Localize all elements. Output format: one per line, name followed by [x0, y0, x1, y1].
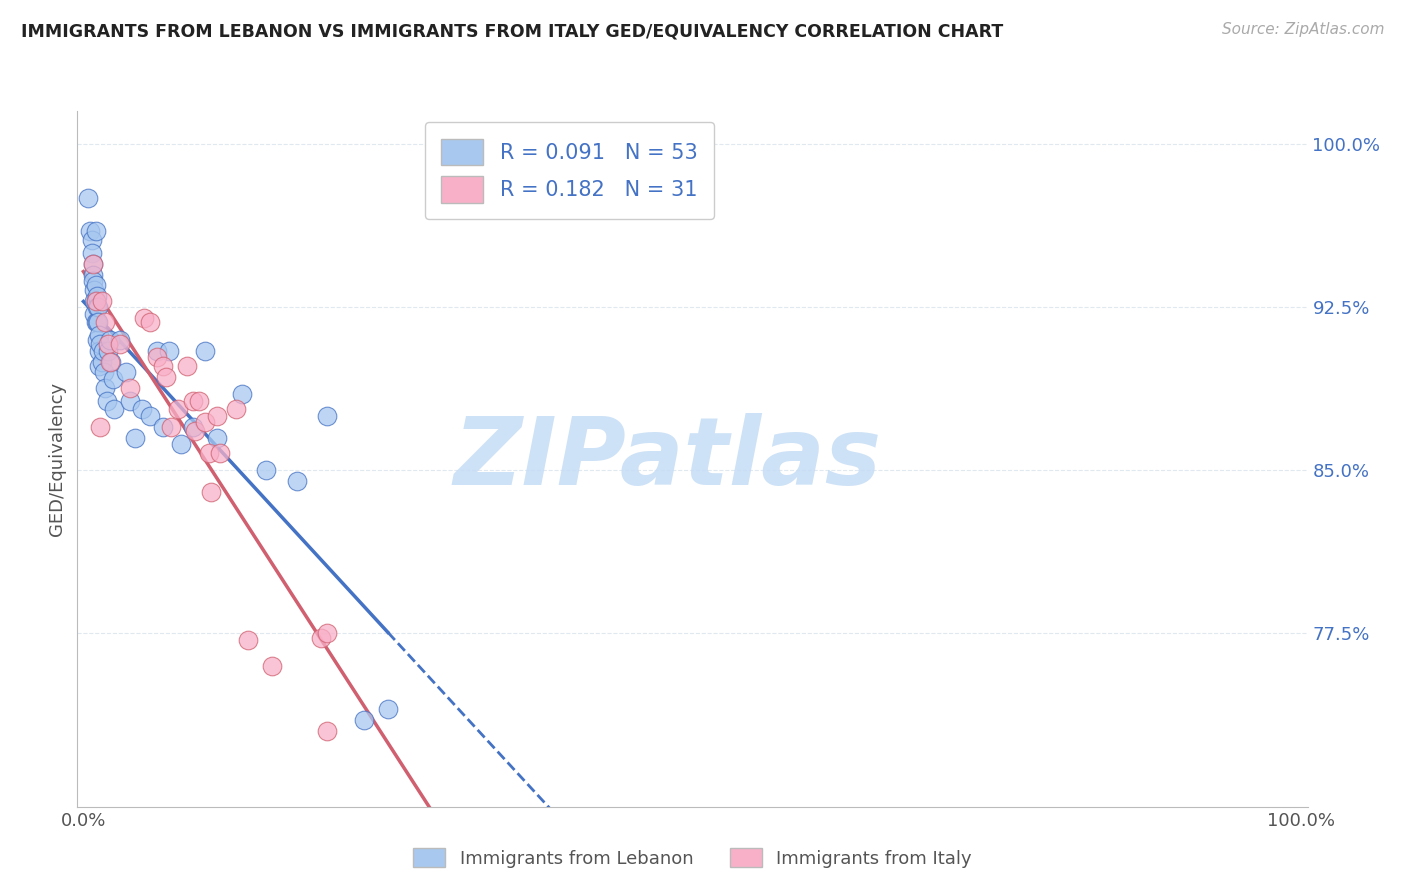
Point	[90, 293, 112, 308]
Point	[103, 402, 125, 417]
Point	[98, 354, 121, 368]
Point	[86, 300, 108, 314]
Point	[139, 315, 162, 329]
Point	[108, 337, 131, 351]
Point	[84, 293, 107, 308]
Point	[134, 311, 156, 326]
Point	[80, 233, 103, 247]
Point	[176, 359, 198, 373]
Point	[84, 224, 107, 238]
Point	[80, 245, 103, 260]
Point	[101, 372, 124, 386]
Point	[91, 343, 114, 358]
Point	[198, 446, 221, 460]
Point	[86, 315, 108, 329]
Point	[145, 350, 167, 364]
Point	[200, 485, 222, 500]
Point	[87, 315, 110, 329]
Point	[184, 424, 207, 438]
Point	[160, 419, 183, 434]
Point	[82, 257, 104, 271]
Point	[316, 724, 339, 739]
Y-axis label: GED/Equivalency: GED/Equivalency	[48, 383, 66, 536]
Point	[89, 419, 111, 434]
Text: ZIPatlas: ZIPatlas	[454, 413, 882, 506]
Point	[316, 409, 339, 423]
Point	[170, 437, 193, 451]
Point	[152, 419, 174, 434]
Point	[89, 328, 111, 343]
Point	[131, 402, 153, 417]
Point	[83, 283, 105, 297]
Point	[83, 307, 105, 321]
Point	[82, 268, 104, 282]
Point	[84, 278, 107, 293]
Point	[207, 409, 229, 423]
Point	[97, 343, 120, 358]
Point	[86, 333, 108, 347]
Point	[208, 446, 231, 460]
Point	[188, 393, 211, 408]
Point	[236, 632, 259, 647]
Point	[194, 343, 217, 358]
Point	[118, 393, 141, 408]
Point	[124, 431, 146, 445]
Point	[86, 289, 108, 303]
Point	[316, 626, 339, 640]
Point	[89, 337, 111, 351]
Point	[118, 381, 141, 395]
Point	[254, 463, 277, 477]
Point	[145, 343, 167, 358]
Point	[262, 659, 284, 673]
Point	[231, 387, 253, 401]
Text: IMMIGRANTS FROM LEBANON VS IMMIGRANTS FROM ITALY GED/EQUIVALENCY CORRELATION CHA: IMMIGRANTS FROM LEBANON VS IMMIGRANTS FR…	[21, 22, 1004, 40]
Point	[84, 293, 107, 308]
Point	[309, 631, 332, 645]
Point	[207, 431, 229, 445]
Point	[285, 474, 308, 488]
Point	[90, 354, 112, 368]
Point	[84, 315, 107, 329]
Point	[155, 369, 177, 384]
Text: Source: ZipAtlas.com: Source: ZipAtlas.com	[1222, 22, 1385, 37]
Point	[82, 274, 104, 288]
Point	[94, 381, 117, 395]
Point	[83, 293, 105, 308]
Point	[87, 300, 110, 314]
Point	[181, 393, 204, 408]
Point	[115, 365, 138, 379]
Point	[94, 315, 117, 329]
Point	[89, 343, 111, 358]
Point	[377, 702, 399, 716]
Point	[152, 359, 174, 373]
Point	[157, 343, 180, 358]
Point	[82, 257, 104, 271]
Point	[96, 393, 118, 408]
Point	[194, 416, 217, 430]
Legend: Immigrants from Lebanon, Immigrants from Italy: Immigrants from Lebanon, Immigrants from…	[405, 840, 980, 875]
Point	[139, 409, 162, 423]
Point	[79, 224, 101, 238]
Point	[100, 354, 122, 368]
Point	[97, 337, 120, 351]
Point	[167, 402, 190, 417]
Point	[181, 419, 204, 434]
Point	[225, 402, 247, 417]
Point	[93, 365, 115, 379]
Point	[353, 713, 375, 727]
Point	[108, 333, 131, 347]
Point	[77, 191, 100, 205]
Point	[98, 333, 121, 347]
Point	[89, 359, 111, 373]
